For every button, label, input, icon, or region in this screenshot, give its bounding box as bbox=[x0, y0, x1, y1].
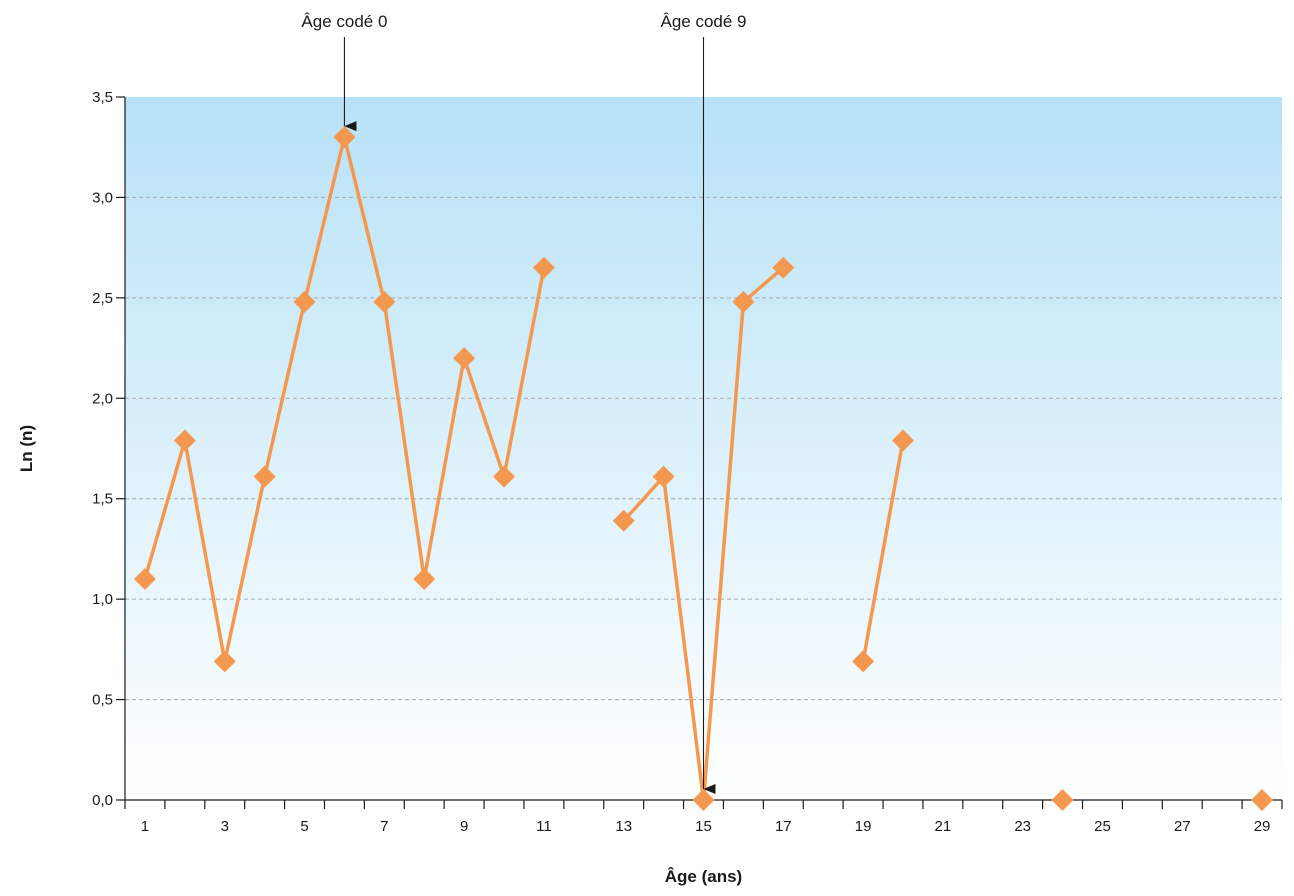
data-point-marker bbox=[333, 126, 356, 149]
axes: 0,00,51,01,52,02,53,03,51 3 5 7 9 11 13 15 17 19 2… bbox=[92, 89, 1283, 835]
y-tick-label: 3,0 bbox=[92, 189, 113, 206]
series-line-segment bbox=[861, 438, 905, 664]
data-point-marker bbox=[532, 256, 555, 279]
x-tick-label: 27 bbox=[1174, 818, 1191, 835]
data-point-marker bbox=[612, 509, 635, 532]
x-tick-label: 29 bbox=[1254, 818, 1271, 835]
series-line-segment bbox=[143, 438, 187, 581]
data-point-marker bbox=[852, 650, 875, 673]
y-tick-label: 0,0 bbox=[92, 792, 113, 809]
data-series bbox=[133, 126, 1274, 811]
x-tick-label: 1 bbox=[141, 818, 149, 835]
series-line-segment bbox=[342, 135, 387, 304]
data-point-marker bbox=[213, 650, 236, 673]
data-point-marker bbox=[453, 347, 476, 370]
data-point-marker bbox=[133, 568, 156, 591]
x-axis-title: Âge (ans) bbox=[665, 867, 742, 886]
x-tick-label: 21 bbox=[935, 818, 952, 835]
data-point-marker bbox=[692, 789, 715, 811]
x-tick-label: 23 bbox=[1014, 818, 1031, 835]
x-tick-label: 11 bbox=[536, 818, 552, 835]
data-point-marker bbox=[293, 290, 316, 313]
data-point-marker bbox=[493, 465, 516, 488]
data-point-marker bbox=[732, 290, 755, 313]
x-tick-label: 7 bbox=[380, 818, 388, 835]
series-line-segment bbox=[382, 300, 426, 581]
y-tick-label: 1,5 bbox=[92, 491, 113, 508]
y-tick-label: 2,5 bbox=[92, 290, 113, 307]
annotation-label: Âge codé 0 bbox=[301, 12, 387, 31]
series-line-segment bbox=[222, 474, 267, 664]
series-line-segment bbox=[661, 474, 706, 802]
data-point-marker bbox=[891, 429, 914, 452]
data-point-marker bbox=[173, 429, 196, 452]
series-line-segment bbox=[502, 265, 546, 479]
y-axis-title: Ln (n) bbox=[17, 425, 36, 472]
series-line-segment bbox=[701, 300, 746, 802]
series-line-segment bbox=[621, 474, 666, 523]
annotations: Âge codé 0 Âge codé 9 bbox=[301, 12, 747, 794]
data-point-marker bbox=[1251, 789, 1274, 811]
data-point-marker bbox=[253, 465, 276, 488]
y-tick-label: 1,0 bbox=[92, 591, 113, 608]
y-tick-label: 0,5 bbox=[92, 692, 113, 709]
series-line-segment bbox=[262, 300, 307, 479]
y-tick-label: 2,0 bbox=[92, 390, 113, 407]
data-point-marker bbox=[652, 465, 675, 488]
y-tick-label: 3,5 bbox=[92, 89, 113, 106]
data-point-marker bbox=[772, 256, 795, 279]
series-line-segment bbox=[302, 135, 347, 304]
x-tick-label: 9 bbox=[460, 818, 468, 835]
grid-lines bbox=[125, 196, 1282, 701]
x-tick-label: 15 bbox=[695, 818, 712, 835]
x-tick-label: 25 bbox=[1094, 818, 1111, 835]
annotation-label: Âge codé 9 bbox=[660, 12, 746, 31]
series-line-segment bbox=[741, 265, 786, 304]
x-tick-label: 17 bbox=[775, 818, 792, 835]
series-line-segment bbox=[422, 356, 466, 581]
x-tick-label: 5 bbox=[300, 818, 308, 835]
series-line-segment bbox=[462, 356, 506, 479]
x-tick-label: 3 bbox=[221, 818, 229, 835]
x-tick-label: 19 bbox=[855, 818, 872, 835]
data-point-marker bbox=[413, 568, 436, 591]
series-line-segment bbox=[183, 438, 227, 664]
x-tick-label: 13 bbox=[615, 818, 632, 835]
data-point-marker bbox=[1051, 789, 1074, 811]
data-point-marker bbox=[373, 290, 396, 313]
